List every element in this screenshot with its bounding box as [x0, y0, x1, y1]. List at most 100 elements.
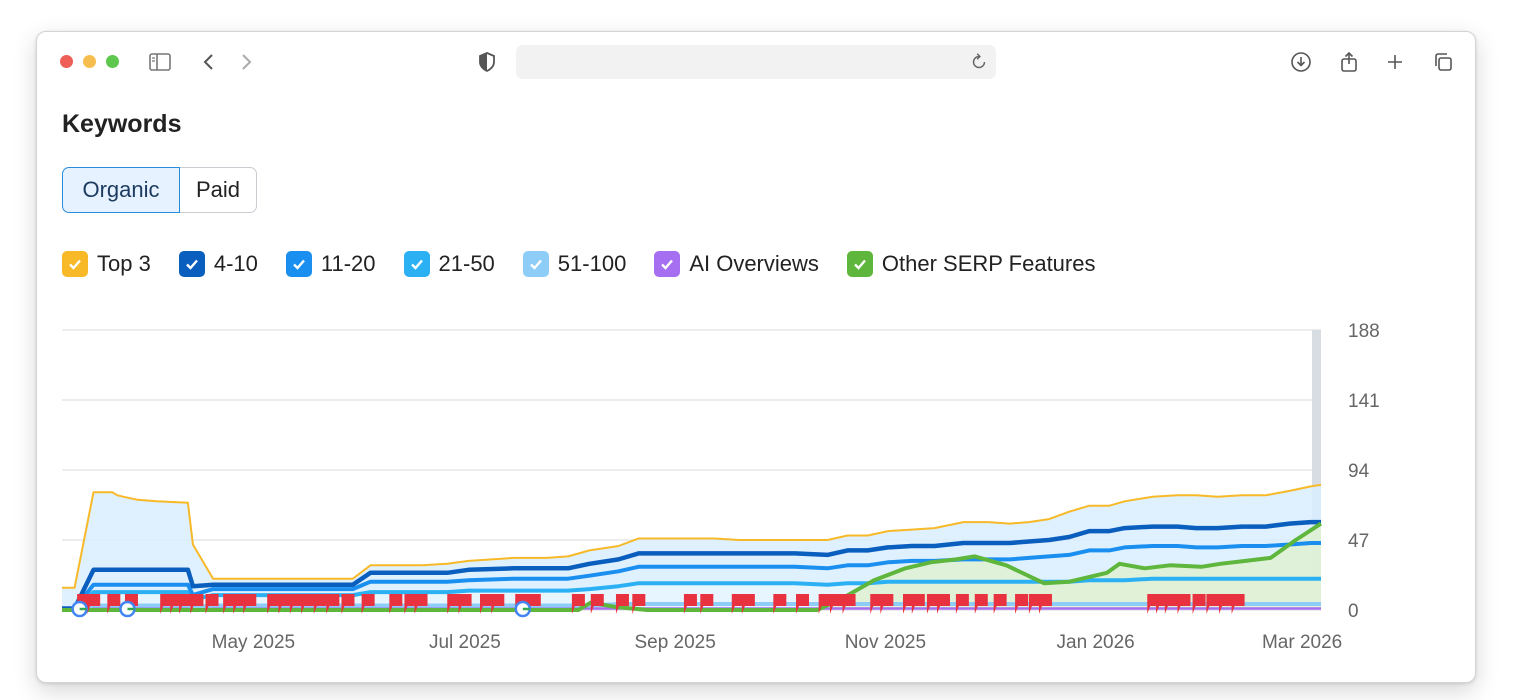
x-tick-label: Mar 2026: [1262, 632, 1342, 653]
legend-label: AI Overviews: [689, 251, 819, 276]
event-flag-icon: [160, 594, 174, 614]
event-flag-icon: [341, 594, 355, 614]
event-flag-icon: [1219, 594, 1233, 614]
event-flag-icon: [179, 594, 193, 614]
event-flag-icon: [491, 594, 505, 614]
reload-icon[interactable]: [968, 51, 990, 73]
series-line-top-3: [62, 483, 1322, 589]
sidebar-toggle-icon[interactable]: [148, 50, 172, 74]
legend-item-other-serp-features[interactable]: Other SERP Features: [846, 251, 1096, 277]
x-tick-label: Sep 2025: [634, 632, 715, 653]
y-tick-label: 0: [1348, 601, 1359, 622]
event-flag-icon: [615, 594, 629, 614]
back-chevron-icon[interactable]: [197, 50, 221, 74]
event-flag-icon: [842, 594, 856, 614]
event-flag-icon: [278, 594, 292, 614]
checkbox-checked-icon[interactable]: [654, 251, 681, 277]
y-tick-label: 47: [1348, 531, 1369, 552]
event-flag-icon: [267, 594, 281, 614]
forward-chevron-icon[interactable]: [234, 50, 258, 74]
series-line-51-100: [62, 602, 1321, 611]
chart-legend: Top 3 4-10 11-20 21-50 51-100 AI Overvie…: [62, 251, 1123, 277]
legend-item-4-10[interactable]: 4-10: [178, 251, 258, 277]
legend-item-ai-overviews[interactable]: AI Overviews: [654, 251, 819, 277]
event-flag-icon: [479, 594, 493, 614]
event-flag-icon: [880, 594, 894, 614]
tab-paid[interactable]: Paid: [180, 167, 257, 213]
x-tick-label: Nov 2025: [845, 632, 926, 653]
event-flag-icon: [1192, 594, 1206, 614]
legend-item-11-20[interactable]: 11-20: [285, 251, 376, 277]
zoom-window-button[interactable]: [106, 55, 119, 68]
tab-overview-icon[interactable]: [1431, 50, 1455, 74]
checkbox-checked-icon[interactable]: [285, 251, 312, 277]
event-flag-icon: [447, 594, 461, 614]
new-tab-plus-icon[interactable]: [1383, 50, 1407, 74]
event-flag-icon: [361, 594, 375, 614]
event-flag-icon: [974, 594, 988, 614]
browser-toolbar: [37, 32, 1475, 90]
checkbox-checked-icon[interactable]: [403, 251, 430, 277]
series-line-4-10: [62, 519, 1321, 611]
event-flag-icon: [243, 594, 257, 614]
checkbox-checked-icon[interactable]: [522, 251, 549, 277]
event-flag-icon: [313, 594, 327, 614]
event-flag-icon: [326, 594, 340, 614]
event-flag-icon: [1038, 594, 1052, 614]
series-line-11-20: [62, 541, 1321, 611]
event-flag-icon: [741, 594, 755, 614]
x-tick-label: Jan 2026: [1057, 632, 1135, 653]
legend-label: Other SERP Features: [881, 251, 1096, 276]
event-flag-icon: [955, 594, 969, 614]
legend-item-top-3[interactable]: Top 3: [62, 251, 151, 277]
event-flag-icon: [223, 594, 237, 614]
address-bar[interactable]: [516, 45, 996, 79]
checkbox-checked-icon[interactable]: [178, 251, 205, 277]
downloads-icon[interactable]: [1289, 50, 1313, 74]
event-flag-icon: [87, 594, 101, 614]
checkbox-checked-icon[interactable]: [846, 251, 873, 277]
y-tick-label: 94: [1348, 461, 1370, 482]
event-flag-icon: [870, 594, 884, 614]
event-flag-icon: [773, 594, 787, 614]
event-flag-icon: [1015, 594, 1029, 614]
series-line-other-serp-features: [62, 521, 1323, 612]
google-update-icon[interactable]: [71, 600, 88, 618]
event-flag-icon: [289, 594, 303, 614]
event-flag-icon: [389, 594, 403, 614]
legend-label: 4-10: [213, 251, 258, 276]
privacy-shield-icon[interactable]: [475, 50, 499, 74]
event-flag-icon: [1206, 594, 1220, 614]
event-flag-icon: [926, 594, 940, 614]
legend-label: 21-50: [438, 251, 495, 276]
minimize-window-button[interactable]: [83, 55, 96, 68]
google-update-icon[interactable]: [119, 600, 136, 618]
google-update-icon[interactable]: [514, 600, 532, 618]
event-flag-icon: [404, 594, 418, 614]
legend-item-21-50[interactable]: 21-50: [403, 251, 495, 277]
browser-window: Keywords Organic Paid Top 3 4-10 11-20 2…: [36, 31, 1476, 683]
legend-item-51-100[interactable]: 51-100: [522, 251, 626, 277]
event-flag-icon: [632, 594, 646, 614]
share-icon[interactable]: [1337, 50, 1361, 74]
organic-paid-toggle: Organic Paid: [62, 167, 257, 213]
y-tick-label: 141: [1348, 391, 1380, 412]
chart-end-strip: [1312, 330, 1321, 610]
event-flag-icon: [731, 594, 745, 614]
tab-organic[interactable]: Organic: [62, 167, 180, 213]
checkbox-checked-icon[interactable]: [62, 251, 88, 277]
event-flag-icon: [527, 594, 541, 614]
x-tick-label: Jul 2025: [429, 632, 501, 653]
event-flag-icon: [1028, 594, 1042, 614]
event-flag-icon: [205, 594, 219, 614]
event-flag-icon: [1177, 594, 1191, 614]
event-flag-icon: [993, 594, 1007, 614]
event-flag-icon: [1231, 594, 1245, 614]
event-flag-icon: [571, 594, 585, 614]
legend-label: Top 3: [97, 251, 151, 276]
close-window-button[interactable]: [60, 55, 73, 68]
page-title: Keywords: [62, 110, 182, 138]
event-flag-icon: [107, 594, 121, 614]
event-flag-icon: [700, 594, 714, 614]
event-flag-icon: [683, 594, 697, 614]
